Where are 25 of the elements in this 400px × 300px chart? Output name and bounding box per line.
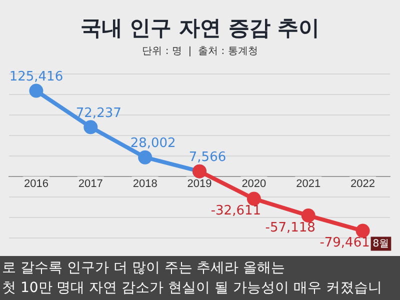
data-label: 72,237 <box>76 106 122 122</box>
x-tick-label: 2016 <box>24 178 48 190</box>
data-label: 28,002 <box>130 136 176 152</box>
data-label: -32,611 <box>210 204 262 219</box>
data-label: 125,416 <box>9 70 64 85</box>
point <box>138 150 152 164</box>
x-tick-label: 2022 <box>350 178 376 190</box>
chart-subtitle: 단위 : 명 | 출처 : 통계청 <box>141 45 259 58</box>
text: 첫 10만 명대 자연 감소가 현실이 될 가능성이 매우 커졌습니 <box>1 279 383 298</box>
text: 로 갈수록 인구가 더 많이 주는 추세라 올해는 <box>1 259 286 278</box>
data-label: 7,566 <box>188 150 226 166</box>
point <box>301 208 316 223</box>
data-label: -57,118 <box>265 220 316 236</box>
x-tick-label: 2017 <box>78 178 103 190</box>
x-tick-label: 2020 <box>242 178 266 190</box>
point <box>84 120 98 134</box>
x-tick-label: 2018 <box>132 178 158 190</box>
x-tick-label: 2021 <box>296 178 321 190</box>
annotation: 8월 <box>372 238 390 250</box>
point <box>246 192 261 206</box>
x-tick-label: 2019 <box>187 178 212 190</box>
chart-title: 국내 인구 자연 증감 추이 <box>79 15 321 42</box>
point <box>356 224 370 238</box>
point <box>29 84 44 98</box>
data-label: -79,461 <box>320 236 370 251</box>
